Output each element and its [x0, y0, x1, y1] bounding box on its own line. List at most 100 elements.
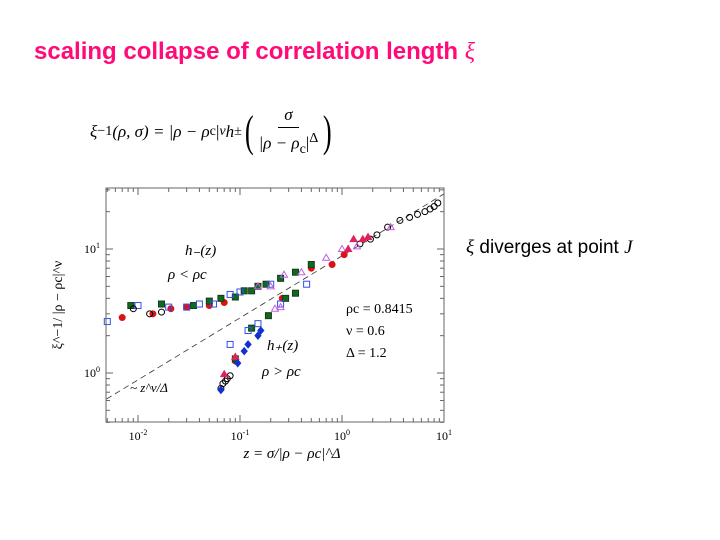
formula-fraction: σ |ρ − ρc|Δ: [259, 105, 319, 158]
label-above-critical: ρ > ρc: [261, 364, 301, 380]
formula-numerator: σ: [278, 105, 299, 128]
data-point-black-open-circles: [146, 310, 154, 318]
data-point-green-squares: [291, 268, 299, 276]
data-point-violet-open-triangles: [337, 244, 347, 252]
data-point-blue-open-squares: [277, 300, 285, 308]
data-point-blue-open-squares: [103, 318, 111, 326]
data-point-green-squares: [262, 280, 270, 288]
data-point-blue-open-squares: [244, 327, 252, 335]
data-point-green-squares: [158, 300, 166, 308]
data-point-red-filled-circles: [340, 251, 348, 259]
data-point-blue-open-squares: [210, 300, 218, 308]
data-point-black-open-circles: [406, 213, 414, 221]
title-symbol: ξ: [464, 39, 476, 65]
data-point-red-filled-circles: [183, 303, 191, 311]
plot-frame: [105, 187, 445, 423]
data-point-green-squares: [248, 324, 256, 332]
data-point-blue-open-squares: [267, 280, 275, 288]
data-point-violet-open-triangles: [279, 270, 289, 278]
data-point-violet-open-triangles: [253, 281, 263, 290]
asymptote-label: ~ z^ν/Δ: [130, 380, 168, 395]
data-point-green-squares: [240, 287, 248, 295]
slide-title: scaling collapse of correlation length ξ: [34, 38, 475, 66]
den-delta: Δ: [309, 130, 319, 146]
x-tick-label: 10-2: [129, 428, 148, 443]
data-point-blue-filled-diamonds: [244, 340, 252, 349]
asymptote-line: [106, 193, 445, 400]
data-point-violet-open-triangles: [266, 281, 276, 290]
param-nu: ν = 0.6: [346, 324, 385, 339]
data-point-blue-open-squares: [183, 303, 191, 311]
side-text: diverges at point: [474, 237, 625, 258]
data-point-blue-open-squares: [165, 303, 173, 311]
data-point-blue-open-squares: [226, 290, 234, 298]
den-abs: |: [305, 133, 310, 153]
y-tick-label: 100: [84, 365, 100, 380]
y-axis-label: ξ^−1/ |ρ − ρc|^ν: [51, 261, 66, 350]
den-sub: c: [299, 141, 306, 158]
data-point-pink-filled-triangles: [230, 352, 240, 360]
data-point-pink-filled-triangles: [343, 244, 353, 252]
data-point-black-open-circles: [430, 203, 438, 211]
side-point: J: [624, 237, 633, 258]
data-point-green-squares: [248, 287, 256, 295]
label-hminus: h₋(z): [185, 243, 216, 259]
x-axis-label: z = σ/|ρ − ρc|^Δ: [242, 446, 340, 462]
data-point-violet-open-triangles: [270, 304, 280, 312]
scaling-formula: ξ −1 (ρ, σ) = |ρ − ρ c | ν h ± ( σ |ρ − ρc|Δ …: [90, 105, 333, 158]
label-below-critical: ρ < ρc: [167, 267, 207, 283]
param-delta: Δ = 1.2: [346, 346, 387, 361]
label-hplus: h₊(z): [267, 338, 298, 354]
data-point-black-open-circles: [129, 305, 137, 313]
data-point-red-filled-circles: [328, 260, 336, 268]
formula-sub-c: c: [209, 123, 216, 140]
data-point-blue-filled-diamonds: [240, 346, 248, 356]
data-point-black-open-circles: [396, 216, 404, 224]
data-point-green-squares: [282, 294, 290, 302]
x-tick-label: 101: [436, 428, 452, 443]
formula-args: (ρ, σ) = |ρ − ρ: [112, 121, 210, 141]
formula-pm: ±: [234, 123, 242, 140]
title-text: scaling collapse of correlation length: [34, 38, 459, 65]
data-point-pink-filled-triangles: [363, 232, 373, 240]
data-point-red-filled-circles: [118, 314, 126, 322]
data-point-red-filled-circles: [167, 305, 175, 313]
data-point-blue-open-squares: [195, 300, 203, 308]
param-rho-c: ρc = 0.8415: [346, 302, 413, 317]
y-tick-label: 101: [84, 241, 100, 256]
data-point-black-open-circles: [158, 308, 166, 316]
data-point-pink-filled-triangles: [349, 234, 358, 243]
data-point-blue-open-squares: [134, 302, 142, 310]
data-point-green-squares: [264, 312, 272, 320]
data-point-violet-open-triangles: [276, 302, 285, 311]
data-point-black-open-circles: [373, 231, 381, 239]
data-point-violet-open-triangles: [321, 253, 331, 261]
data-point-blue-filled-diamonds: [234, 358, 242, 368]
data-point-blue-filled-diamonds: [257, 326, 265, 335]
data-point-blue-open-squares: [236, 288, 244, 296]
data-point-green-squares: [307, 260, 315, 268]
data-point-blue-open-squares: [226, 340, 234, 348]
formula-inverse: −1: [97, 123, 113, 140]
data-point-black-open-circles: [434, 199, 442, 207]
formula-abs: |: [215, 121, 220, 141]
x-tick-label: 100: [334, 428, 350, 443]
data-point-blue-filled-diamonds: [217, 385, 225, 395]
data-point-green-squares: [277, 274, 285, 282]
x-tick-label: 10-1: [231, 428, 250, 443]
side-symbol: ξ: [466, 237, 475, 258]
data-point-blue-filled-diamonds: [254, 331, 262, 340]
side-note: ξ diverges at point J: [466, 237, 633, 259]
data-point-violet-open-triangles: [352, 241, 362, 250]
data-point-black-open-circles: [414, 210, 422, 218]
data-point-violet-open-triangles: [297, 267, 306, 276]
data-point-green-squares: [217, 294, 225, 302]
data-point-blue-open-squares: [303, 280, 311, 288]
den-text: |ρ − ρ: [258, 133, 300, 153]
data-point-pink-filled-triangles: [219, 369, 229, 378]
formula-xi: ξ: [90, 121, 98, 141]
formula-h: h: [225, 121, 235, 141]
data-point-blue-open-squares: [254, 320, 262, 328]
data-point-green-squares: [189, 302, 197, 310]
